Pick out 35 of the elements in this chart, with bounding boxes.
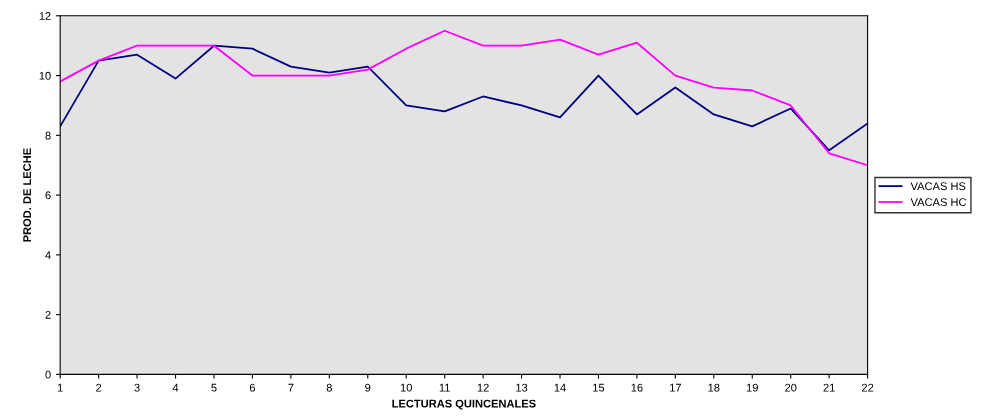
line-series bbox=[60, 29, 868, 167]
x-tick-label: 18 bbox=[708, 383, 720, 392]
x-tick-label: 15 bbox=[593, 383, 605, 392]
y-tick-label: 8 bbox=[45, 131, 51, 140]
x-tick-label: 1 bbox=[57, 383, 63, 392]
x-tick-label: 11 bbox=[439, 383, 450, 392]
x-tick-label: 13 bbox=[516, 383, 528, 392]
y-tick-label: 6 bbox=[45, 191, 51, 200]
y-axis-title: PROD. DE LECHE bbox=[23, 148, 32, 242]
x-tick-label: 22 bbox=[861, 383, 874, 392]
x-axis-title: LECTURAS QUINCENALES bbox=[392, 399, 536, 410]
x-tick-label: 19 bbox=[746, 383, 758, 392]
y-tick-label: 12 bbox=[39, 12, 51, 20]
x-tick-label: 16 bbox=[631, 383, 643, 392]
x-tick-label: 17 bbox=[670, 383, 681, 392]
x-tick-label: 8 bbox=[326, 383, 332, 392]
x-tick-label: 7 bbox=[288, 383, 294, 392]
x-tick-label: 14 bbox=[554, 383, 566, 392]
y-tick-label: 10 bbox=[39, 71, 51, 80]
legend-label: VACAS HC bbox=[910, 198, 967, 207]
y-tick-label: 0 bbox=[45, 370, 51, 379]
x-tick-label: 2 bbox=[96, 383, 102, 392]
x-tick-label: 5 bbox=[211, 383, 217, 392]
x-tick-label: 9 bbox=[365, 383, 371, 392]
line-series bbox=[60, 44, 868, 152]
y-tick-label: 4 bbox=[45, 251, 51, 259]
legend-label: VACAS HS bbox=[910, 182, 966, 191]
x-tick-label: 20 bbox=[785, 383, 797, 392]
x-tick-label: 12 bbox=[477, 383, 489, 392]
x-tick-label: 4 bbox=[172, 383, 179, 392]
x-tick-label: 10 bbox=[400, 383, 412, 392]
x-tick-label: 21 bbox=[823, 383, 835, 392]
x-tick-label: 6 bbox=[249, 383, 256, 392]
x-tick-label: 3 bbox=[134, 383, 140, 392]
y-tick-label: 2 bbox=[45, 310, 51, 319]
